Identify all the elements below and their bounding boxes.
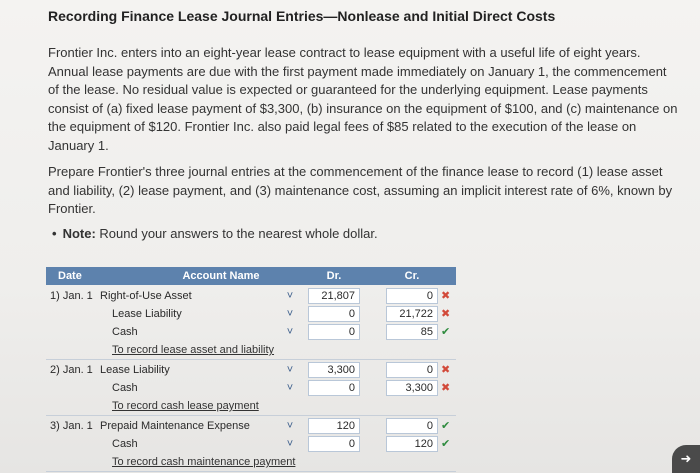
header-credit: Cr.	[386, 267, 438, 285]
account-select[interactable]: Lease Liability	[100, 364, 170, 376]
entry-date: 1) Jan. 1	[50, 290, 93, 302]
journal-row: 3) Jan. 1 Prepaid Maintenance Expense ˅ 120…	[46, 417, 476, 435]
chevron-down-icon[interactable]: ˅	[286, 364, 294, 376]
debit-input[interactable]: 3,300	[308, 362, 360, 378]
x-mark-icon: ✖	[441, 308, 451, 320]
credit-input[interactable]: 0	[386, 288, 438, 304]
problem-instructions: Prepare Frontier's three journal entries…	[48, 164, 673, 217]
journal-row: Lease Liability ˅ 0 21,722 ✖	[46, 305, 476, 323]
journal-row: Cash ˅ 0 85 ✔	[46, 323, 476, 341]
chevron-down-icon[interactable]: ˅	[286, 382, 294, 394]
debit-input[interactable]: 0	[308, 436, 360, 452]
debit-input[interactable]: 0	[308, 306, 360, 322]
journal-row: Cash ˅ 0 3,300 ✖	[46, 379, 476, 397]
header-debit: Dr.	[308, 267, 360, 285]
bullet-icon: •	[52, 226, 57, 241]
entry-date	[50, 323, 98, 341]
account-select[interactable]: Prepaid Maintenance Expense	[100, 420, 250, 432]
entry-date: 3) Jan. 1	[50, 420, 93, 432]
header-date: Date	[46, 267, 94, 285]
journal-row: Cash ˅ 0 120 ✔	[46, 435, 476, 453]
credit-input[interactable]: 0	[386, 362, 438, 378]
entry-memo: To record lease asset and liability	[112, 344, 275, 356]
problem-description: Frontier Inc. enters into an eight-year …	[48, 45, 678, 153]
note-text: Round your answers to the nearest whole …	[95, 226, 378, 241]
chevron-down-icon[interactable]: ˅	[286, 438, 294, 450]
debit-input[interactable]: 120	[308, 418, 360, 434]
entry-memo: To record cash lease payment	[112, 400, 259, 412]
chevron-down-icon[interactable]: ˅	[286, 326, 294, 338]
chevron-down-icon[interactable]: ˅	[286, 290, 294, 302]
journal-entry-table: Date Account Name Dr. Cr. 1) Jan. 1 Right…	[46, 263, 476, 473]
journal-row: 2) Jan. 1 Lease Liability ˅ 3,300 0 ✖	[46, 361, 476, 379]
rounding-note: • Note: Round your answers to the nearest…	[52, 226, 378, 241]
credit-input[interactable]: 85	[386, 324, 438, 340]
check-mark-icon: ✔	[441, 420, 451, 432]
page-title: Recording Finance Lease Journal Entries—…	[48, 8, 556, 24]
credit-input[interactable]: 3,300	[386, 380, 438, 396]
debit-input[interactable]: 0	[308, 324, 360, 340]
credit-input[interactable]: 120	[386, 436, 438, 452]
entry-memo-row: To record cash maintenance payment	[46, 453, 476, 471]
entry-date	[50, 435, 98, 453]
chevron-down-icon[interactable]: ˅	[286, 308, 294, 320]
debit-input[interactable]: 0	[308, 380, 360, 396]
account-select[interactable]: Cash	[112, 326, 138, 338]
entry-date	[50, 305, 98, 323]
debit-input[interactable]: 21,807	[308, 288, 360, 304]
note-label: Note:	[62, 226, 96, 241]
credit-input[interactable]: 0	[386, 418, 438, 434]
x-mark-icon: ✖	[441, 382, 451, 394]
header-account-name: Account Name	[106, 267, 336, 285]
entry-date	[50, 379, 98, 397]
entry-memo-row: To record lease asset and liability	[46, 341, 476, 359]
row-divider	[46, 471, 456, 472]
check-mark-icon: ✔	[441, 326, 451, 338]
chevron-down-icon[interactable]: ˅	[286, 420, 294, 432]
entry-memo: To record cash maintenance payment	[112, 456, 296, 468]
account-select[interactable]: Right-of-Use Asset	[100, 290, 192, 302]
x-mark-icon: ✖	[441, 364, 451, 376]
credit-input[interactable]: 21,722	[386, 306, 438, 322]
entry-date: 2) Jan. 1	[50, 364, 93, 376]
row-divider	[46, 415, 456, 416]
x-mark-icon: ✖	[441, 290, 451, 302]
account-select[interactable]: Lease Liability	[112, 308, 182, 320]
account-select[interactable]: Cash	[112, 438, 138, 450]
check-mark-icon: ✔	[441, 438, 451, 450]
expand-icon[interactable]: ➜	[672, 445, 700, 473]
journal-row: 1) Jan. 1 Right-of-Use Asset ˅ 21,807 0 ✖	[46, 287, 476, 305]
row-divider	[46, 359, 456, 360]
account-select[interactable]: Cash	[112, 382, 138, 394]
entry-memo-row: To record cash lease payment	[46, 397, 476, 415]
